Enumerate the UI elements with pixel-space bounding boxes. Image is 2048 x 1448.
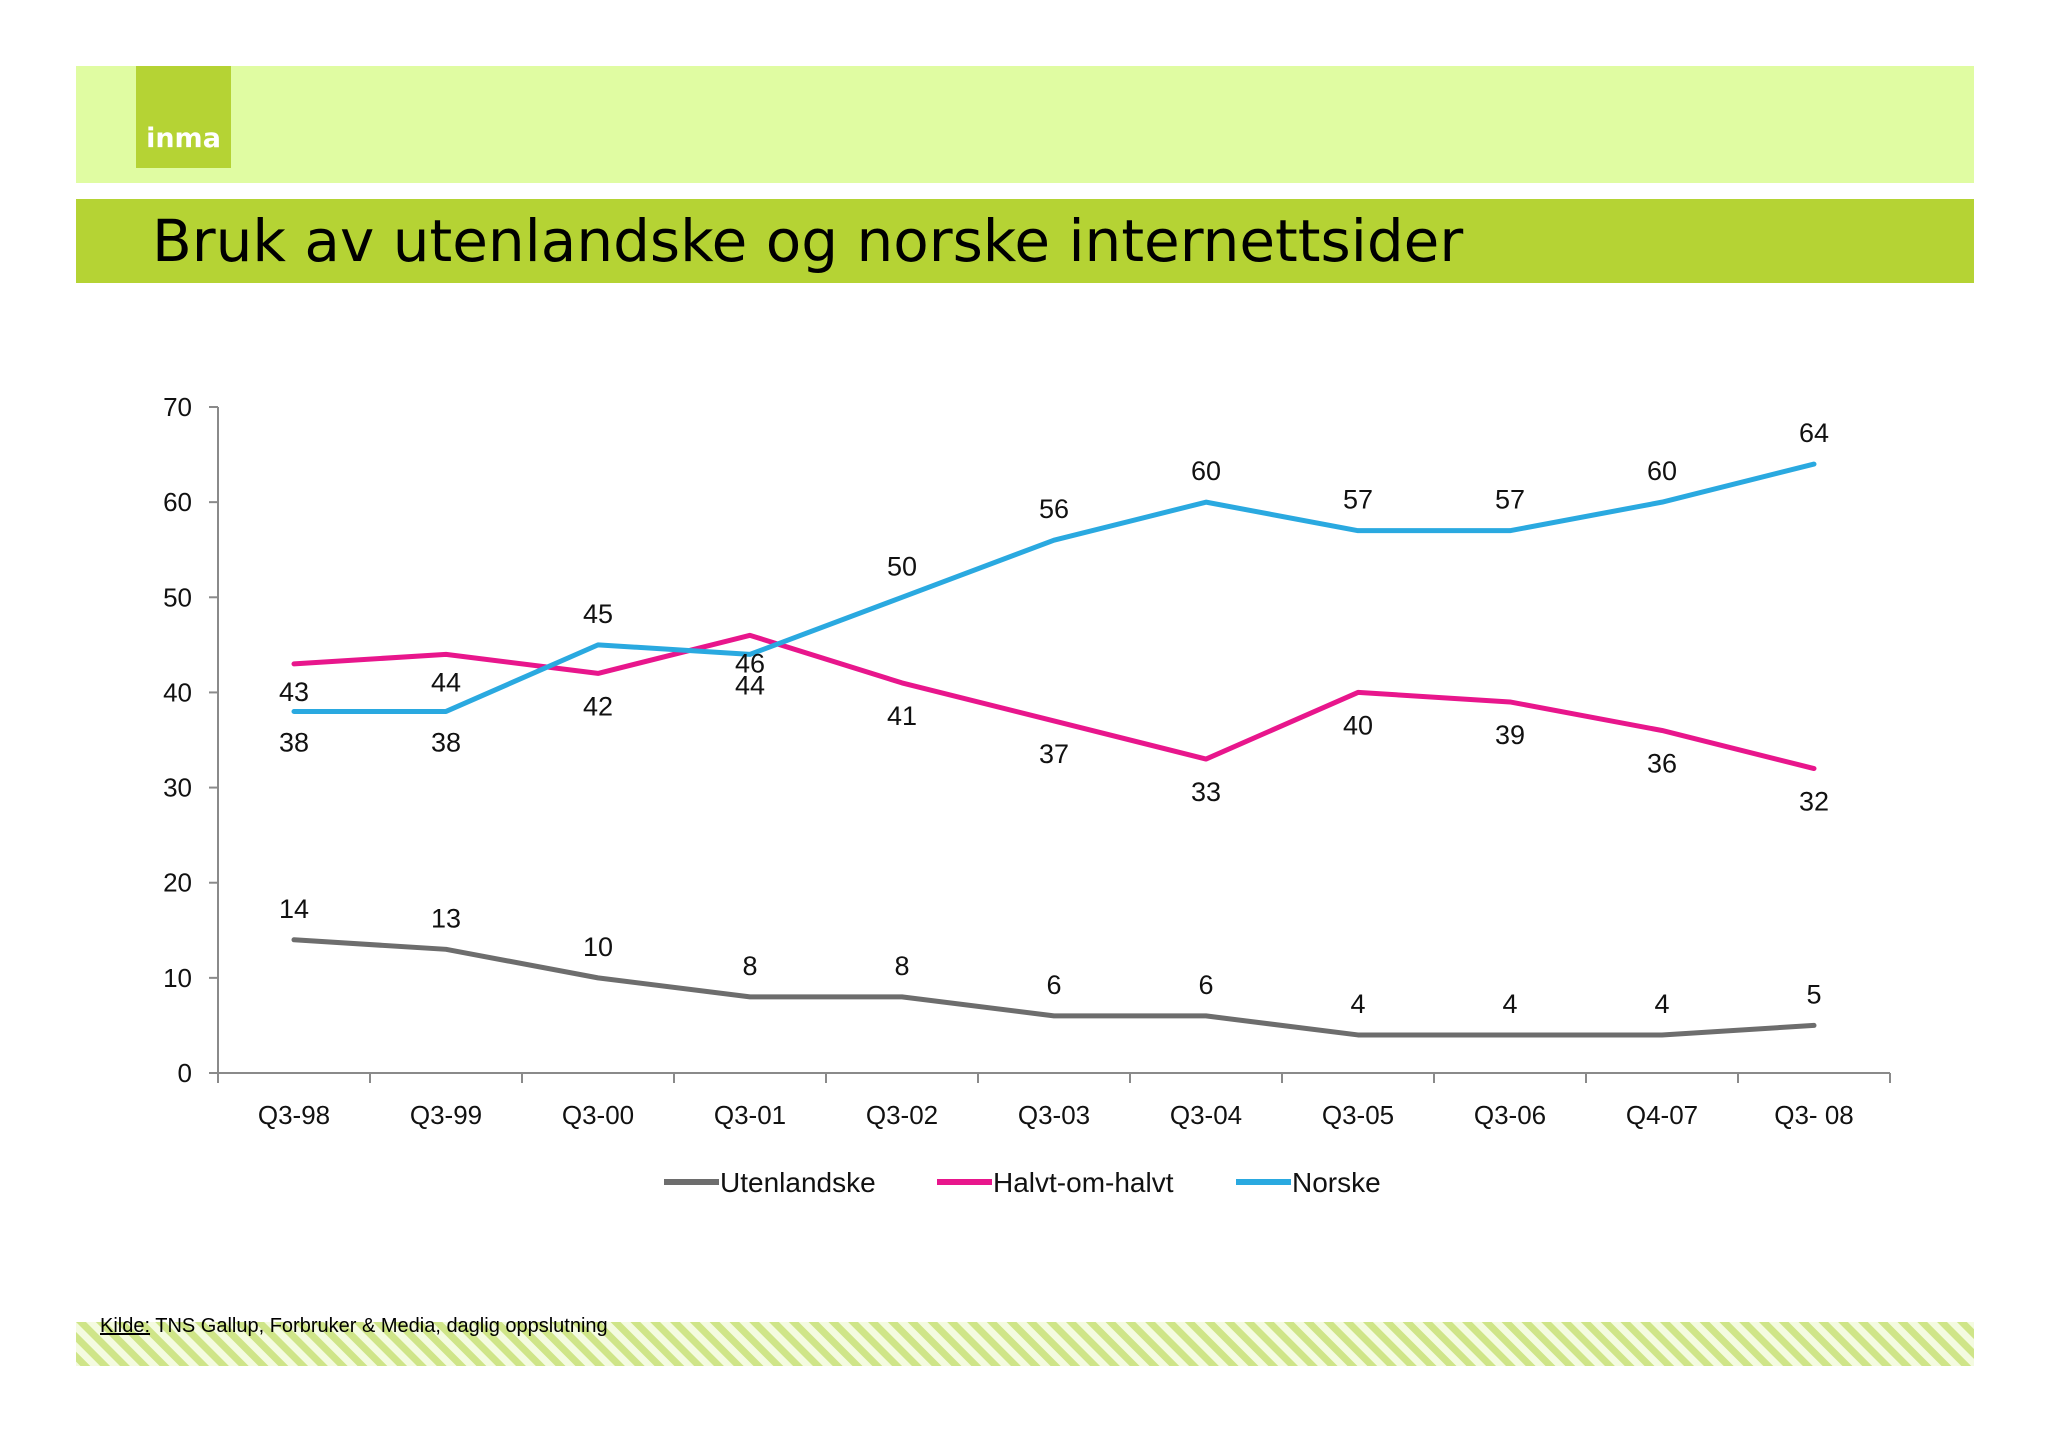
source-text: TNS Gallup, Forbruker & Media, daglig op… [150, 1315, 608, 1337]
y-tick-label: 10 [163, 963, 192, 993]
utenlandske-data-label: 10 [583, 932, 613, 962]
x-tick-label: Q3-03 [1018, 1100, 1090, 1130]
norske-line [291, 461, 1817, 714]
utenlandske-data-label: 13 [431, 903, 461, 933]
y-tick-label: 20 [163, 868, 192, 898]
norske-data-label: 38 [279, 727, 309, 757]
x-tick-label: Q3- 08 [1774, 1100, 1854, 1130]
norske-data-label: 60 [1191, 456, 1221, 486]
x-tick-label: Q3-02 [866, 1100, 938, 1130]
halvt-om-halvt-data-label: 36 [1647, 748, 1677, 778]
y-tick-label: 40 [163, 677, 192, 707]
legend-halvt-om-halvt-label: Halvt-om-halvt [993, 1167, 1174, 1198]
x-tick-label: Q3-05 [1322, 1100, 1394, 1130]
norske-data-label: 57 [1343, 485, 1373, 515]
halvt-om-halvt-data-label: 43 [279, 677, 309, 707]
utenlandske-data-label: 8 [894, 951, 909, 981]
x-tick-label: Q3-06 [1474, 1100, 1546, 1130]
legend-norske-label: Norske [1292, 1167, 1381, 1198]
utenlandske-data-label: 4 [1654, 989, 1669, 1019]
utenlandske-data-label: 5 [1806, 979, 1821, 1009]
halvt-om-halvt-data-label: 40 [1343, 710, 1373, 740]
halvt-om-halvt-data-label: 46 [735, 648, 765, 678]
x-tick-label: Q3-00 [562, 1100, 634, 1130]
halvt-om-halvt-data-label: 41 [887, 701, 917, 731]
x-tick-label: Q3-04 [1170, 1100, 1242, 1130]
halvt-om-halvt-data-label: 42 [583, 691, 613, 721]
utenlandske-data-label: 14 [279, 894, 309, 924]
header-band [76, 66, 1974, 183]
utenlandske-data-label: 8 [742, 951, 757, 981]
x-tick-label: Q4-07 [1626, 1100, 1698, 1130]
chart-data-labels: 1443381344381042458464484150637566336044… [279, 418, 1829, 1019]
x-tick-label: Q3-99 [410, 1100, 482, 1130]
halvt-om-halvt-data-label: 32 [1799, 787, 1829, 817]
chart-axes: 0 10 20 30 40 50 60 70 Q3-98 Q3-99 Q3-00 Q3-01 Q3-02… [163, 392, 1891, 1130]
inma-logo: inma [136, 66, 231, 168]
halvt-om-halvt-data-label: 44 [431, 667, 461, 697]
y-tick-label: 70 [163, 392, 192, 422]
source-note: Kilde: TNS Gallup, Forbruker & Media, da… [100, 1315, 608, 1338]
utenlandske-data-label: 4 [1502, 989, 1517, 1019]
footer-hatch-band [76, 1322, 1974, 1366]
utenlandske-data-label: 6 [1046, 970, 1061, 1000]
chart-legend: Utenlandske Halvt-om-halvt Norske [664, 1167, 1381, 1198]
chart-lines [291, 461, 1817, 1038]
norske-data-label: 38 [431, 727, 461, 757]
norske-data-label: 56 [1039, 494, 1069, 524]
page-title: Bruk av utenlandske og norske internetts… [152, 207, 1464, 275]
halvt-om-halvt-data-label: 33 [1191, 777, 1221, 807]
norske-data-label: 45 [583, 599, 613, 629]
halvt-om-halvt-data-label: 37 [1039, 739, 1069, 769]
norske-data-label: 57 [1495, 485, 1525, 515]
norske-data-label: 44 [735, 670, 765, 700]
y-tick-label: 30 [163, 773, 192, 803]
utenlandske-data-label: 4 [1350, 989, 1365, 1019]
norske-data-label: 64 [1799, 418, 1829, 448]
norske-data-label: 50 [887, 551, 917, 581]
legend-utenlandske-label: Utenlandske [720, 1167, 876, 1198]
x-tick-label: Q3-98 [258, 1100, 330, 1130]
utenlandske-data-label: 6 [1198, 970, 1213, 1000]
halvt-om-halvt-data-label: 39 [1495, 720, 1525, 750]
logo-text: inma [146, 123, 221, 154]
source-label: Kilde: [100, 1315, 151, 1337]
y-tick-label: 0 [178, 1058, 192, 1088]
y-tick-label: 50 [163, 582, 192, 612]
y-tick-label: 60 [163, 487, 192, 517]
utenlandske-line [291, 937, 1817, 1038]
norske-data-label: 60 [1647, 456, 1677, 486]
x-tick-label: Q3-01 [714, 1100, 786, 1130]
title-band: Bruk av utenlandske og norske internetts… [76, 199, 1974, 283]
